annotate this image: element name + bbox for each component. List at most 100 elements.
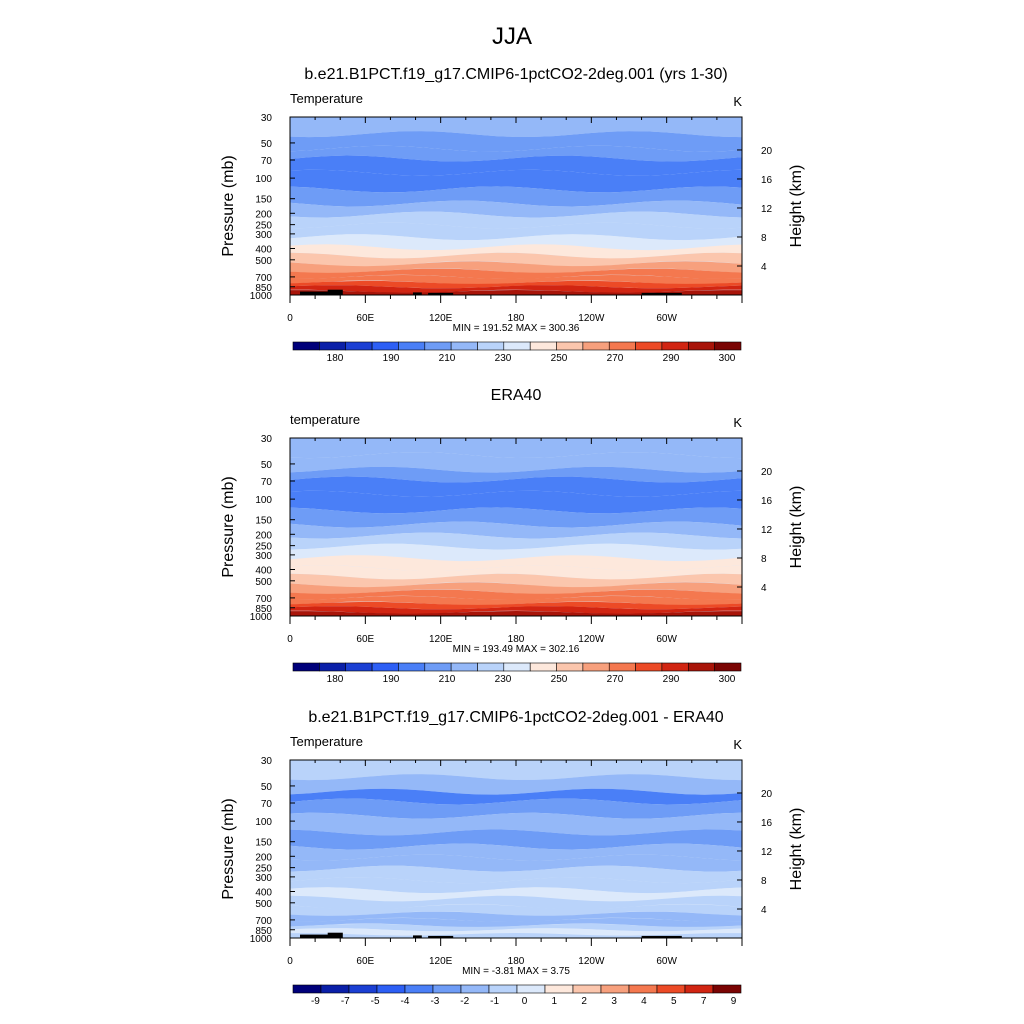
contour-band [290,928,742,936]
y-tick-label: 850 [255,604,272,615]
contour-band [290,774,742,795]
contour-band [290,244,742,259]
colorbar-label: 210 [439,674,456,685]
y-tick-label: 400 [255,244,272,255]
x-tick-label: 120W [578,634,605,645]
y-tick-label: 1000 [250,612,273,623]
colorbar-swatch [608,662,636,672]
y2-tick-label: 8 [761,876,767,887]
y2-tick-label: 20 [761,467,773,478]
contour-band [290,573,742,588]
contour-band [290,476,742,497]
colorbar-swatch [635,662,663,672]
y-tick-label: 250 [255,864,272,875]
colorbar-swatch [450,341,478,351]
colorbar-swatch [503,662,531,672]
contour-band [290,490,742,514]
colorbar-label: 300 [719,674,736,685]
y-tick-label: 700 [255,916,272,927]
variable-label: Temperature [290,91,363,106]
y-tick-label: 400 [255,565,272,576]
colorbar-swatch [503,341,531,351]
colorbar-label: 5 [671,996,677,1007]
y2-tick-label: 20 [761,789,773,800]
x-tick-label: 120E [429,313,453,324]
y2-tick-label: 16 [761,818,773,829]
colorbar-swatch [432,984,462,994]
y-tick-label: 70 [261,156,273,167]
colorbar-swatch [582,662,610,672]
contour-band [290,507,742,528]
contour-band [290,606,742,614]
colorbar-label: -5 [371,996,380,1007]
colorbar-swatch [460,984,490,994]
panel-1: b.e21.B1PCT.f19_g17.CMIP6-1pctCO2-2deg.0… [220,66,805,364]
y-tick-label: 30 [261,434,273,445]
y2-tick-label: 20 [761,146,773,157]
colorbar-swatch [529,341,557,351]
contour-band [290,829,742,850]
y2-tick-label: 8 [761,554,767,565]
y-tick-label: 30 [261,113,273,124]
contour-band [290,290,742,295]
contour-band [290,275,742,285]
y-tick-label: 1000 [250,291,273,302]
colorbar-swatch [516,984,546,994]
colorbar-swatch [348,984,378,994]
y-tick-label: 700 [255,273,272,284]
y-tick-label: 200 [255,852,272,863]
colorbar-swatch [292,341,320,351]
terrain-mask [413,935,422,938]
colorbar-label: 190 [383,353,400,364]
colorbar-label: 300 [719,353,736,364]
y2-tick-label: 8 [761,233,767,244]
contour-band [290,211,742,229]
y-tick-label: 100 [255,174,272,185]
variable-label: Temperature [290,734,363,749]
contour-band [290,798,742,819]
contour-band [290,933,742,938]
y-tick-label: 300 [255,551,272,562]
y2-tick-label: 4 [761,905,767,916]
colorbar-swatch [656,984,686,994]
colorbar-label: 230 [495,674,512,685]
contour-band [290,918,742,928]
colorbar-label: 9 [731,996,737,1007]
colorbar-label: 250 [551,353,568,364]
colorbar-swatch [371,662,399,672]
contour-band [290,887,742,902]
colorbar-label: -1 [490,996,499,1007]
contour-band [290,200,742,218]
colorbar-label: -9 [311,996,320,1007]
contour-band [290,582,742,595]
contour-band [290,532,742,550]
x-tick-label: 120W [578,956,605,967]
colorbar-swatch [572,984,602,994]
x-tick-label: 0 [287,634,293,645]
stats-label: MIN = 191.52 MAX = 300.36 [453,323,580,334]
y-tick-label: 100 [255,817,272,828]
contour-band [290,565,742,580]
colorbar-label: 290 [663,674,680,685]
contour-band [290,268,742,279]
contour-band [290,234,742,251]
y2-tick-label: 12 [761,847,773,858]
contour-band [290,117,742,138]
contour-band [290,145,742,162]
y2-tick-label: 12 [761,525,773,536]
x-tick-label: 120E [429,956,453,967]
terrain-mask [413,292,422,295]
colorbar-swatch [488,984,518,994]
colorbar-swatch [398,341,426,351]
colorbar-swatch [376,984,406,994]
contour-band [290,788,742,805]
contour-band [290,438,742,459]
contour-band [290,760,742,781]
x-tick-label: 60W [656,956,677,967]
colorbar-swatch [544,984,574,994]
y-tick-label: 200 [255,530,272,541]
colorbar-swatch [556,662,584,672]
colorbar-swatch [635,341,663,351]
plot-area: 3050701001502002503004005007008501000Pre… [220,113,805,324]
colorbar-swatch [424,341,452,351]
